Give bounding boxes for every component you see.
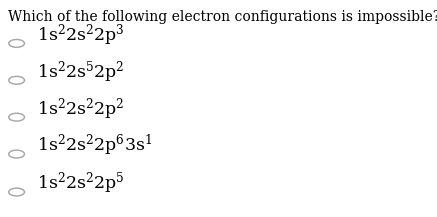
Text: 1s$^{2}$2s$^{2}$2p$^{3}$: 1s$^{2}$2s$^{2}$2p$^{3}$ bbox=[37, 22, 125, 48]
Text: 1s$^{2}$2s$^{2}$2p$^{2}$: 1s$^{2}$2s$^{2}$2p$^{2}$ bbox=[37, 96, 125, 122]
Text: 1s$^{2}$2s$^{2}$2p$^{6}$3s$^{1}$: 1s$^{2}$2s$^{2}$2p$^{6}$3s$^{1}$ bbox=[37, 133, 153, 158]
Text: 1s$^{2}$2s$^{5}$2p$^{2}$: 1s$^{2}$2s$^{5}$2p$^{2}$ bbox=[37, 59, 125, 85]
Text: 1s$^{2}$2s$^{2}$2p$^{5}$: 1s$^{2}$2s$^{2}$2p$^{5}$ bbox=[37, 171, 125, 196]
Text: Which of the following electron configurations is impossible?: Which of the following electron configur… bbox=[8, 10, 437, 24]
